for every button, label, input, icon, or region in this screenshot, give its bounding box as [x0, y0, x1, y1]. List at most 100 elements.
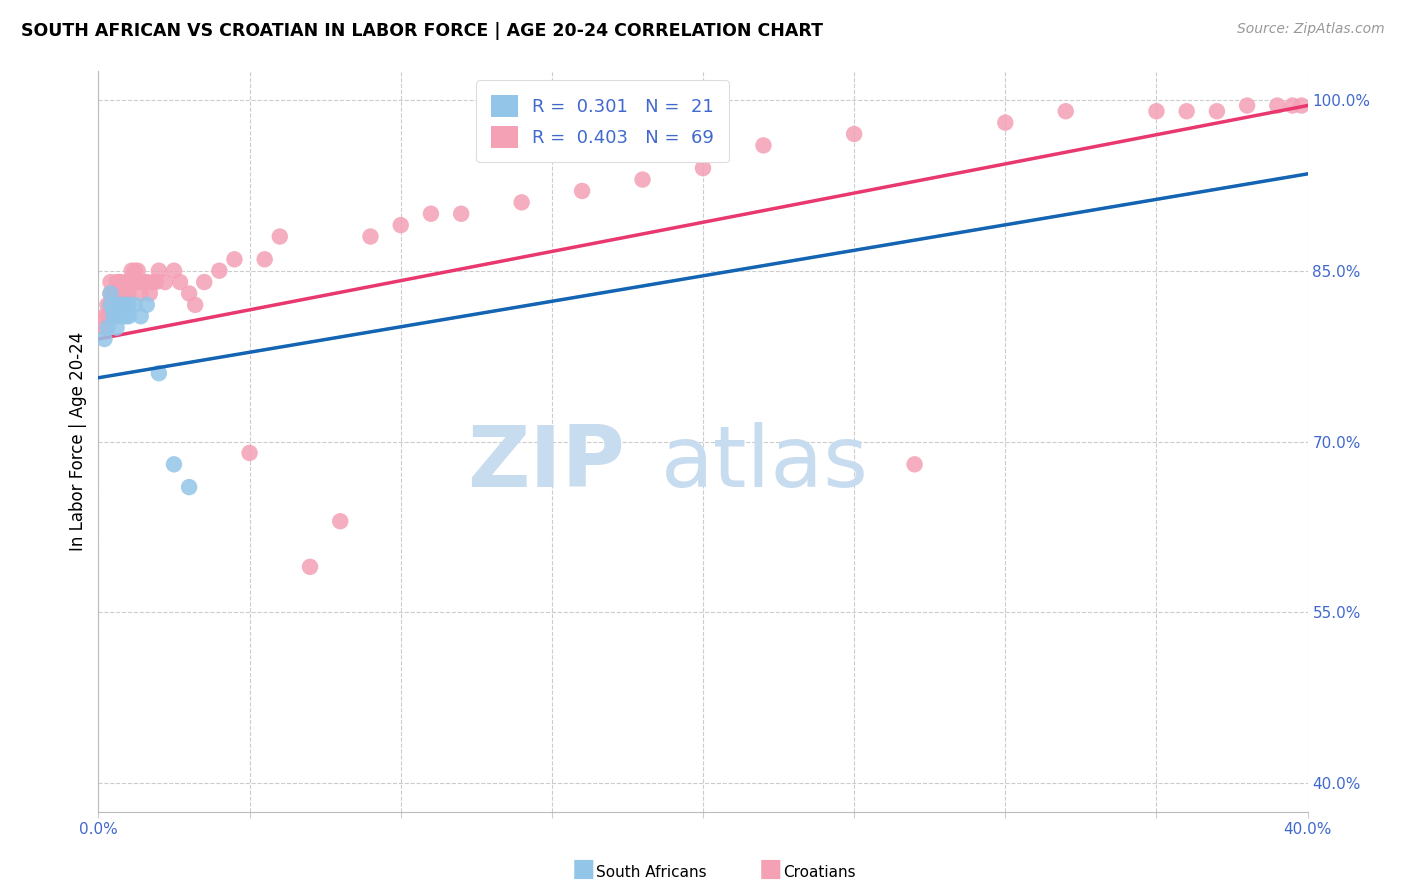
Point: [299, 559, 322, 574]
Point: [129, 275, 152, 289]
Point: [1054, 104, 1077, 119]
Point: [193, 275, 215, 289]
Point: [111, 298, 134, 312]
Point: [145, 275, 167, 289]
Point: [118, 286, 141, 301]
Point: [105, 310, 128, 324]
Text: ■: ■: [759, 857, 782, 881]
Point: [904, 458, 927, 472]
Point: [93, 320, 115, 334]
Point: [571, 184, 593, 198]
Point: [253, 252, 276, 267]
Point: [360, 229, 382, 244]
Point: [450, 207, 472, 221]
Point: [93, 332, 115, 346]
Point: [224, 252, 246, 267]
Point: [163, 458, 186, 472]
Point: [103, 298, 125, 312]
Point: [103, 286, 125, 301]
Point: [114, 275, 136, 289]
Point: [100, 298, 122, 312]
Point: [118, 310, 141, 324]
Point: [1206, 104, 1229, 119]
Text: South Africans: South Africans: [596, 864, 707, 880]
Point: [114, 310, 136, 324]
Point: [752, 138, 775, 153]
Point: [994, 115, 1017, 129]
Point: [139, 286, 162, 301]
Point: [100, 298, 122, 312]
Point: [692, 161, 714, 176]
Point: [420, 207, 443, 221]
Point: [108, 275, 131, 289]
Legend: R =  0.301   N =  21, R =  0.403   N =  69: R = 0.301 N = 21, R = 0.403 N = 69: [477, 80, 728, 162]
Text: ZIP: ZIP: [467, 422, 624, 505]
Point: [127, 263, 149, 277]
Point: [389, 218, 412, 232]
Point: [111, 310, 134, 324]
Point: [96, 310, 118, 324]
Point: [148, 366, 170, 380]
Point: [329, 514, 352, 528]
Point: [108, 286, 131, 301]
Point: [129, 286, 152, 301]
Point: [114, 298, 136, 312]
Text: atlas: atlas: [661, 422, 869, 505]
Point: [148, 263, 170, 277]
Point: [631, 172, 654, 186]
Point: [135, 298, 157, 312]
Point: [510, 195, 533, 210]
Point: [96, 298, 118, 312]
Point: [121, 275, 143, 289]
Point: [129, 310, 152, 324]
Point: [100, 286, 122, 301]
Point: [111, 286, 134, 301]
Y-axis label: In Labor Force | Age 20-24: In Labor Force | Age 20-24: [69, 332, 87, 551]
Point: [93, 310, 115, 324]
Point: [114, 286, 136, 301]
Text: Source: ZipAtlas.com: Source: ZipAtlas.com: [1237, 22, 1385, 37]
Point: [124, 298, 146, 312]
Point: [124, 263, 146, 277]
Point: [108, 298, 131, 312]
Point: [105, 275, 128, 289]
Point: [108, 275, 131, 289]
Point: [132, 275, 155, 289]
Point: [96, 320, 118, 334]
Point: [1281, 98, 1303, 112]
Point: [269, 229, 291, 244]
Point: [142, 275, 165, 289]
Point: [100, 275, 122, 289]
Point: [105, 286, 128, 301]
Text: Croatians: Croatians: [783, 864, 856, 880]
Point: [100, 286, 122, 301]
Text: SOUTH AFRICAN VS CROATIAN IN LABOR FORCE | AGE 20-24 CORRELATION CHART: SOUTH AFRICAN VS CROATIAN IN LABOR FORCE…: [21, 22, 823, 40]
Point: [118, 298, 141, 312]
Point: [239, 446, 262, 460]
Point: [124, 275, 146, 289]
Point: [1144, 104, 1167, 119]
Point: [103, 310, 125, 324]
Point: [1236, 98, 1258, 112]
Point: [169, 275, 191, 289]
Point: [184, 298, 207, 312]
Point: [153, 275, 176, 289]
Point: [111, 298, 134, 312]
Point: [179, 286, 201, 301]
Point: [208, 263, 231, 277]
Point: [1175, 104, 1198, 119]
Point: [1291, 98, 1313, 112]
Point: [103, 310, 125, 324]
Point: [127, 275, 149, 289]
Point: [163, 263, 186, 277]
Point: [105, 298, 128, 312]
Point: [118, 275, 141, 289]
Point: [1267, 98, 1289, 112]
Point: [121, 263, 143, 277]
Point: [103, 303, 125, 318]
Point: [135, 275, 157, 289]
Text: ■: ■: [572, 857, 595, 881]
Point: [105, 320, 128, 334]
Point: [844, 127, 866, 141]
Point: [179, 480, 201, 494]
